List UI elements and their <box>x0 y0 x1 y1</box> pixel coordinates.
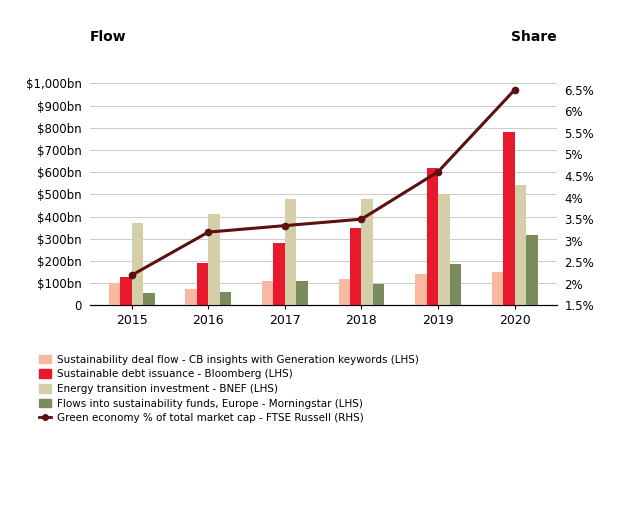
Bar <box>362 199 373 305</box>
Bar <box>438 194 449 305</box>
Bar <box>350 228 362 305</box>
Bar <box>186 289 197 305</box>
Text: Share: Share <box>511 30 557 44</box>
Bar <box>143 293 155 305</box>
Bar <box>109 283 120 305</box>
Bar <box>339 279 350 305</box>
Bar <box>197 263 208 305</box>
Bar <box>503 132 515 305</box>
Bar <box>132 223 143 305</box>
Bar <box>273 243 285 305</box>
Bar <box>515 185 526 305</box>
Bar <box>415 274 427 305</box>
Bar <box>449 264 461 305</box>
Bar <box>492 272 503 305</box>
Bar <box>208 214 220 305</box>
Legend: Sustainability deal flow - CB insights with Generation keywords (LHS), Sustainab: Sustainability deal flow - CB insights w… <box>39 355 419 423</box>
Bar <box>285 199 296 305</box>
Bar <box>262 281 273 305</box>
Text: Flow: Flow <box>90 30 126 44</box>
Bar <box>373 285 385 305</box>
Bar <box>220 292 231 305</box>
Bar <box>120 276 132 305</box>
Bar <box>526 236 538 305</box>
Bar <box>427 167 438 305</box>
Bar <box>296 281 308 305</box>
